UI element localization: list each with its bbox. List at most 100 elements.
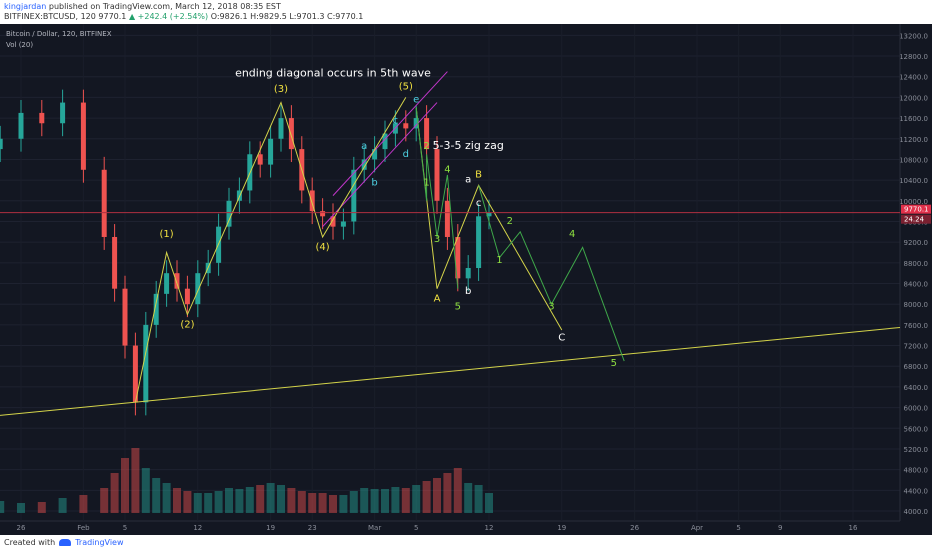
volume-bar	[318, 493, 327, 513]
volume-bar	[17, 503, 25, 513]
candle-body	[39, 112, 45, 124]
candle-body	[320, 211, 326, 217]
wave-annotation: b	[371, 177, 377, 188]
volume-bar	[131, 448, 140, 513]
candle-body	[351, 169, 357, 222]
time-tick-label: 19	[557, 524, 566, 532]
chart-title: Bitcoin / Dollar, 120, BITFINEX	[6, 30, 112, 38]
price-tick-label: 8800.0	[904, 260, 929, 268]
wave-annotation: d	[403, 149, 409, 160]
candle-body	[444, 200, 450, 237]
candle-body	[122, 288, 128, 346]
candle-body	[153, 293, 159, 325]
candle-body	[361, 159, 367, 170]
volume-bar	[370, 489, 379, 513]
price-tick-label: 6000.0	[904, 405, 929, 413]
wave-annotation: (2)	[180, 319, 194, 330]
last-price: 9770.1	[98, 12, 127, 21]
price-tick-label: 12400.0	[899, 74, 928, 82]
wave-annotation: A	[434, 294, 441, 305]
candle-body	[278, 118, 284, 139]
volume-bar	[37, 502, 46, 513]
candle-body	[101, 169, 107, 237]
wave-annotation: a	[465, 175, 471, 186]
volume-label: Vol (20)	[6, 41, 34, 49]
time-tick-label: Apr	[691, 524, 703, 532]
candle-body	[174, 273, 180, 289]
candle-body	[268, 138, 274, 165]
candle-body	[184, 288, 190, 305]
price-tick-label: 10400.0	[899, 177, 928, 185]
time-tick-label: 12	[193, 524, 202, 532]
ohlc-values: O:9826.1 H:9829.5 L:9701.3 C:9770.1	[210, 12, 364, 21]
price-tick-label: 8000.0	[904, 301, 929, 309]
price-tick-label: 4800.0	[904, 467, 929, 475]
candle-body	[486, 212, 492, 217]
candle-body	[132, 345, 138, 403]
time-tick-label: 26	[17, 524, 26, 532]
volume-bar	[412, 485, 421, 513]
candle-body	[413, 118, 419, 129]
volume-bar	[245, 487, 254, 513]
candle-body	[226, 200, 232, 227]
time-tick-label: 23	[308, 524, 317, 532]
time-tick-label: 5	[736, 524, 740, 532]
volume-bar	[58, 498, 67, 513]
volume-bar	[391, 487, 400, 513]
wave-annotation: 3	[548, 301, 554, 312]
chart-area[interactable]: Bitcoin / Dollar, 120, BITFINEX Vol (20)…	[0, 24, 932, 535]
impulse-wave-path	[415, 107, 459, 289]
time-tick-label: Mar	[368, 524, 381, 532]
price-tick-label: 7600.0	[904, 322, 929, 330]
wave-annotation: c	[476, 198, 482, 209]
price-tick-label: 11600.0	[899, 115, 928, 123]
tradingview-brand[interactable]: TradingView	[75, 538, 124, 547]
candle-body	[309, 190, 315, 212]
volume-bar	[339, 495, 348, 513]
wave-annotation: 3	[434, 234, 440, 245]
price-tick-label: 9200.0	[904, 239, 929, 247]
publication-header: kingjardan published on TradingView.com,…	[0, 0, 932, 24]
author-link[interactable]: kingjardan	[4, 2, 47, 11]
volume-bar	[277, 485, 285, 513]
current-price-tag	[901, 204, 931, 214]
volume-bar	[329, 495, 337, 513]
wave-annotation: 5	[611, 358, 617, 369]
candle-body	[80, 102, 86, 170]
volume-bar	[464, 483, 473, 513]
volume-bar	[349, 491, 358, 513]
current-price-label: 9770.1	[904, 206, 929, 214]
price-tick-label: 7200.0	[904, 343, 929, 351]
volume-bar	[360, 488, 369, 513]
candle-body	[372, 149, 378, 160]
volume-bar	[173, 488, 181, 513]
price-tick-label: 4400.0	[904, 487, 929, 495]
time-tick-label: 12	[485, 524, 494, 532]
time-tick-label: 16	[849, 524, 858, 532]
wave-annotation: 1	[423, 177, 429, 188]
price-change: ▲ +242.4 (+2.54%)	[128, 12, 209, 21]
time-tick-label: 5	[123, 524, 127, 532]
price-tick-label: 8400.0	[904, 281, 929, 289]
volume-bar	[297, 491, 306, 513]
change-tag	[901, 214, 931, 224]
tradingview-logo-icon	[59, 539, 72, 546]
volume-bar	[100, 488, 109, 513]
price-tick-label: 12000.0	[899, 94, 928, 102]
wave-annotation: ending diagonal occurs in 5th wave	[235, 67, 431, 80]
time-tick-label: 26	[630, 524, 639, 532]
price-tick-label: 4000.0	[904, 508, 929, 516]
volume-bar	[474, 485, 483, 513]
time-tick-label: 5	[414, 524, 418, 532]
volume-bar	[256, 485, 265, 513]
candle-body	[455, 236, 461, 279]
candle-body	[0, 138, 3, 150]
price-tick-label: 5200.0	[904, 446, 929, 454]
footer: Created with TradingView	[0, 535, 932, 550]
candle-body	[195, 273, 201, 305]
volume-bar	[141, 468, 150, 513]
candle-body	[143, 324, 149, 403]
volume-bar	[401, 488, 410, 513]
volume-bar	[287, 488, 296, 513]
candle-body	[403, 123, 409, 129]
